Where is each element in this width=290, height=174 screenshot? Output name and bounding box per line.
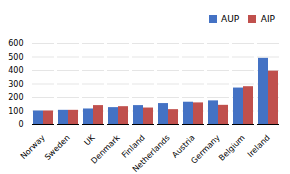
svg-text:0: 0: [18, 120, 23, 129]
svg-text:Finland: Finland: [120, 133, 147, 160]
svg-text:Ireland: Ireland: [246, 133, 272, 159]
svg-text:UK: UK: [83, 133, 98, 148]
svg-text:Denmark: Denmark: [89, 133, 122, 166]
svg-text:100: 100: [8, 107, 23, 116]
svg-text:400: 400: [8, 66, 23, 75]
html-text:AIP: AIP: [260, 13, 275, 24]
svg-text:200: 200: [8, 93, 23, 102]
svg-text:Netherlands: Netherlands: [131, 133, 172, 172]
svg-text:300: 300: [8, 80, 23, 89]
svg-text:Austria: Austria: [170, 133, 197, 160]
svg-text:Norway: Norway: [19, 133, 47, 161]
svg-text:600: 600: [8, 39, 23, 48]
html-text:AUP: AUP: [221, 13, 240, 24]
svg-text:Belgium: Belgium: [217, 133, 247, 163]
svg-text:Germany: Germany: [189, 133, 222, 166]
svg-text:Sweden: Sweden: [43, 133, 72, 162]
svg-text:500: 500: [8, 53, 23, 62]
